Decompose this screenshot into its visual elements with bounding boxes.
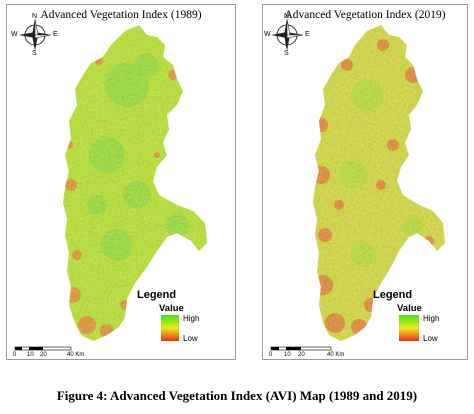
map-panel-2019: Advanced Vegetation Index (2019) <box>262 4 468 360</box>
scale-tick-0-1989: 0 <box>13 352 17 358</box>
legend-low-1989: Low <box>183 334 198 343</box>
compass-n-1989: N <box>32 13 38 20</box>
compass-e-2019: E <box>305 31 310 38</box>
scale-tick-0-2019: 0 <box>269 352 273 358</box>
north-arrow-1989 <box>19 18 52 51</box>
north-arrow-2019 <box>271 18 304 51</box>
legend-low-2019: Low <box>423 334 438 343</box>
map-panel-1989: Advanced Vegetation Index (1989) <box>6 4 236 360</box>
legend-high-1989: High <box>183 314 200 323</box>
legend-ramp-1989 <box>161 315 179 341</box>
map-canvas-2019 <box>270 18 445 351</box>
legend-value-label-2019: Value <box>397 303 422 314</box>
legend-title-2019: Legend <box>373 289 413 301</box>
compass-w-2019: W <box>264 31 271 38</box>
scale-tick-3-2019: 40 Km <box>327 352 345 358</box>
compass-e-1989: E <box>53 31 58 38</box>
legend-value-label-1989: Value <box>159 303 184 314</box>
map-title-1989: Advanced Vegetation Index (1989) <box>40 9 202 21</box>
scale-tick-2-1989: 20 <box>40 352 47 358</box>
map-canvas-1989 <box>14 18 207 351</box>
compass-w-1989: W <box>11 31 18 38</box>
scale-tick-2-2019: 20 <box>298 352 305 358</box>
compass-n-2019: N <box>284 13 290 20</box>
scale-bar-1989 <box>14 346 72 351</box>
legend-title-1989: Legend <box>137 289 177 301</box>
study-area-2019 <box>313 25 445 341</box>
map-title-2019: Advanced Vegetation Index (2019) <box>284 9 446 21</box>
legend-ramp-2019 <box>399 315 419 341</box>
compass-s-2019: S <box>284 50 289 57</box>
scale-tick-1-1989: 10 <box>27 352 34 358</box>
legend-high-2019: High <box>423 314 440 323</box>
scale-bar-2019 <box>270 346 332 351</box>
scale-tick-1-2019: 10 <box>284 352 291 358</box>
scale-tick-3-1989: 40 Km <box>67 352 85 358</box>
study-area-1989 <box>63 25 207 341</box>
figure-caption: Figure 4: Advanced Vegetation Index (AVI… <box>56 388 418 403</box>
compass-s-1989: S <box>32 50 37 57</box>
